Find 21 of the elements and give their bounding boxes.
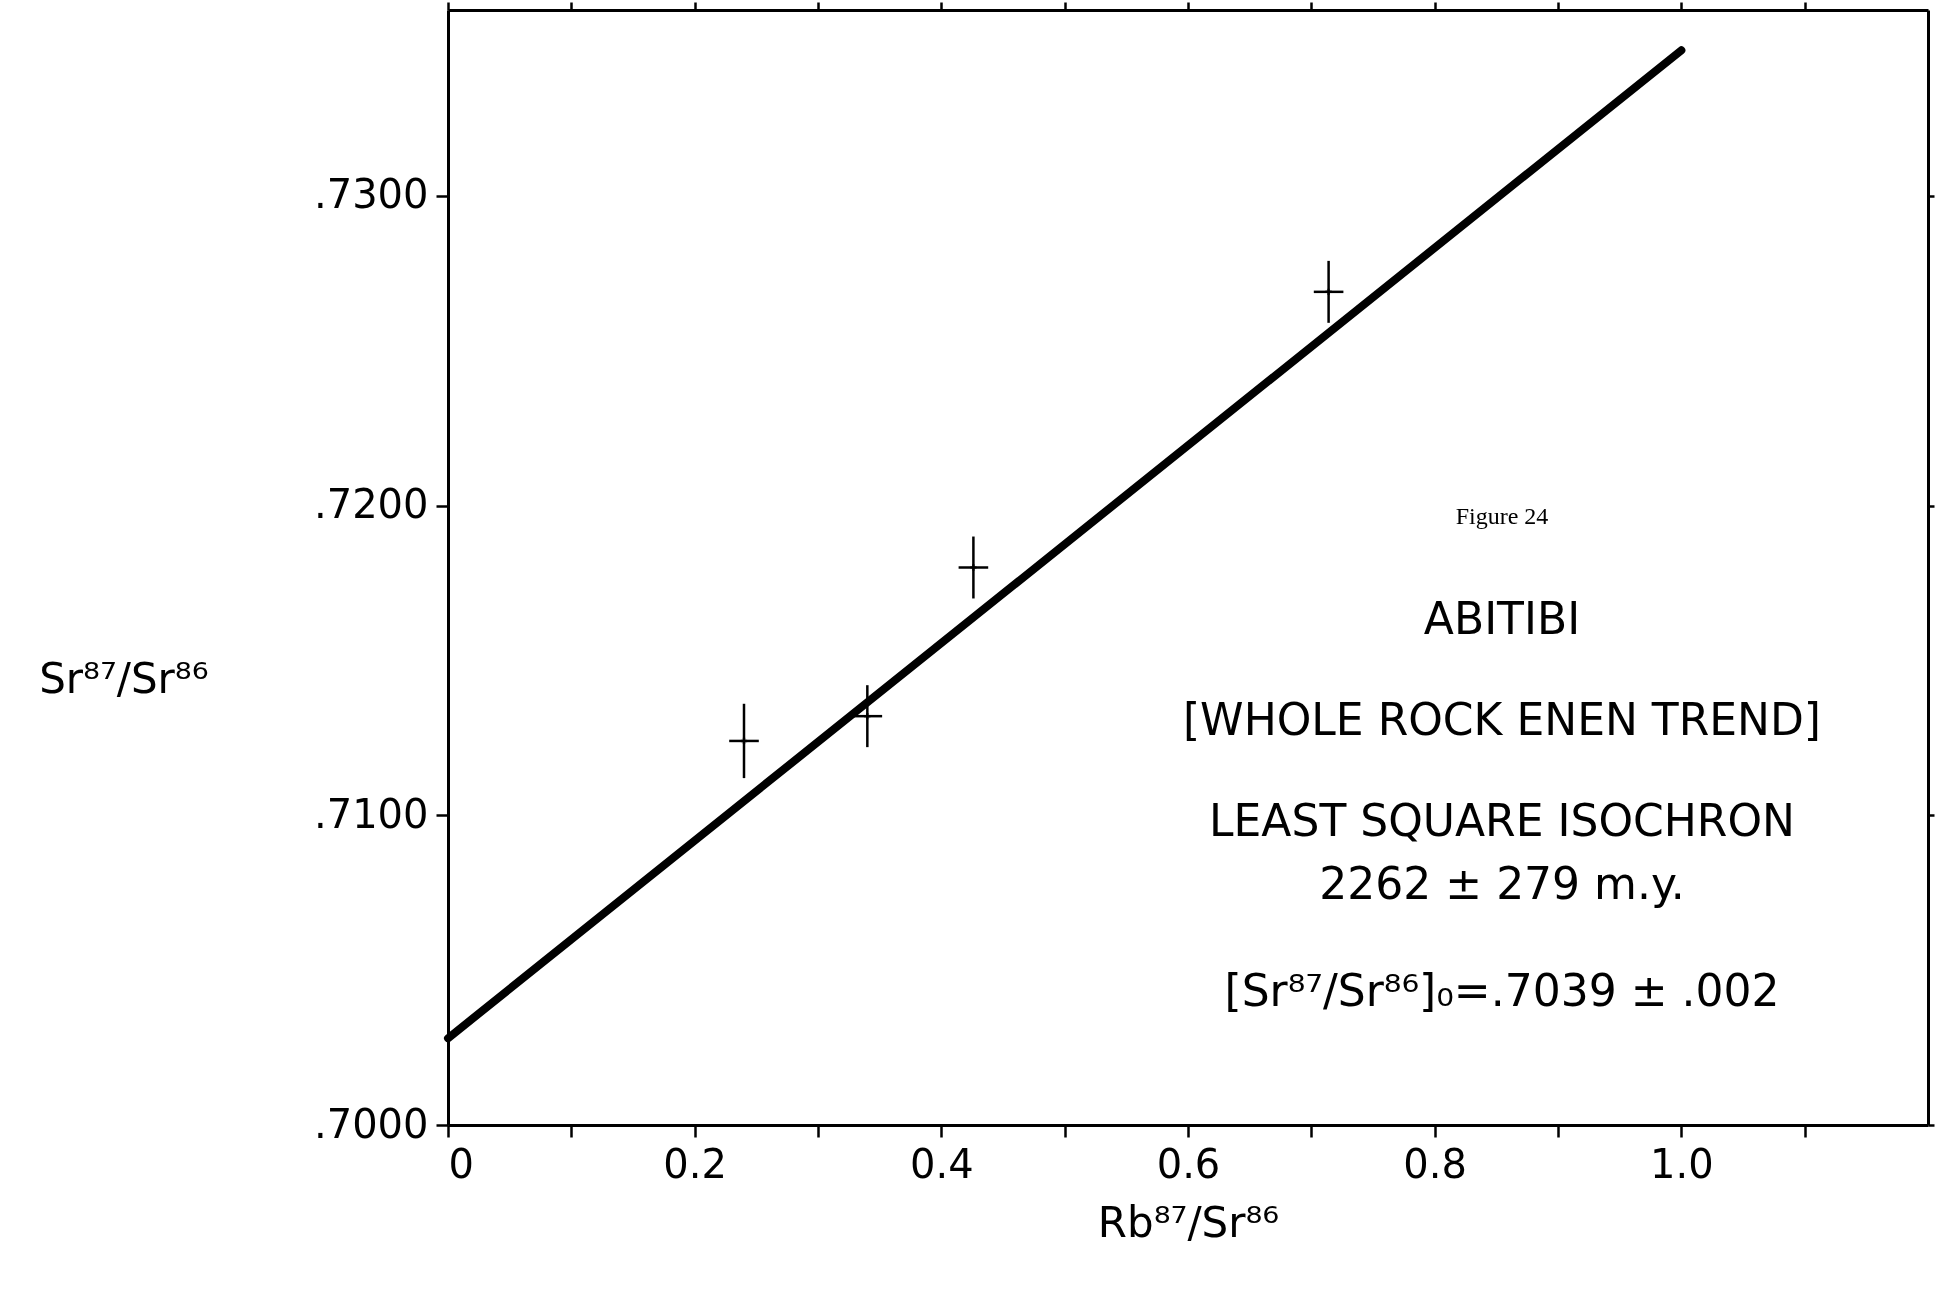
x-tick-label: 0.8 [1403,1140,1467,1187]
x-tick-label: 0.2 [663,1140,727,1187]
annotation: [WHOLE ROCK ENEN TREND] [1182,694,1822,745]
point [864,713,871,720]
y-axis-title: Sr⁸⁷/Sr⁸⁶ [39,653,209,703]
annotation: Figure 24 [1455,503,1549,529]
x-tick-label: 1.0 [1650,1140,1714,1187]
x-tick-label: 0.6 [1156,1140,1221,1187]
y-tick-label: .7300 [313,171,429,218]
x-axis-title: Rb⁸⁷/Sr⁸⁶ [1097,1197,1280,1247]
y-tick-label: .7200 [313,481,429,528]
x-tick-label: 0.4 [910,1140,974,1187]
annotation: LEAST SQUARE ISOCHRON [1209,795,1795,846]
point [970,564,977,571]
annotation: [Sr⁸⁷/Sr⁸⁶]₀=.7039 ± .002 [1224,965,1780,1016]
y-tick-label: .7000 [313,1100,429,1147]
point [1325,288,1332,296]
annotation: ABITIBI [1423,593,1581,644]
x-tick-label: 0 [448,1140,474,1187]
y-tick-label: .7100 [313,790,429,837]
annotation: 2262 ± 279 m.y. [1319,858,1685,909]
